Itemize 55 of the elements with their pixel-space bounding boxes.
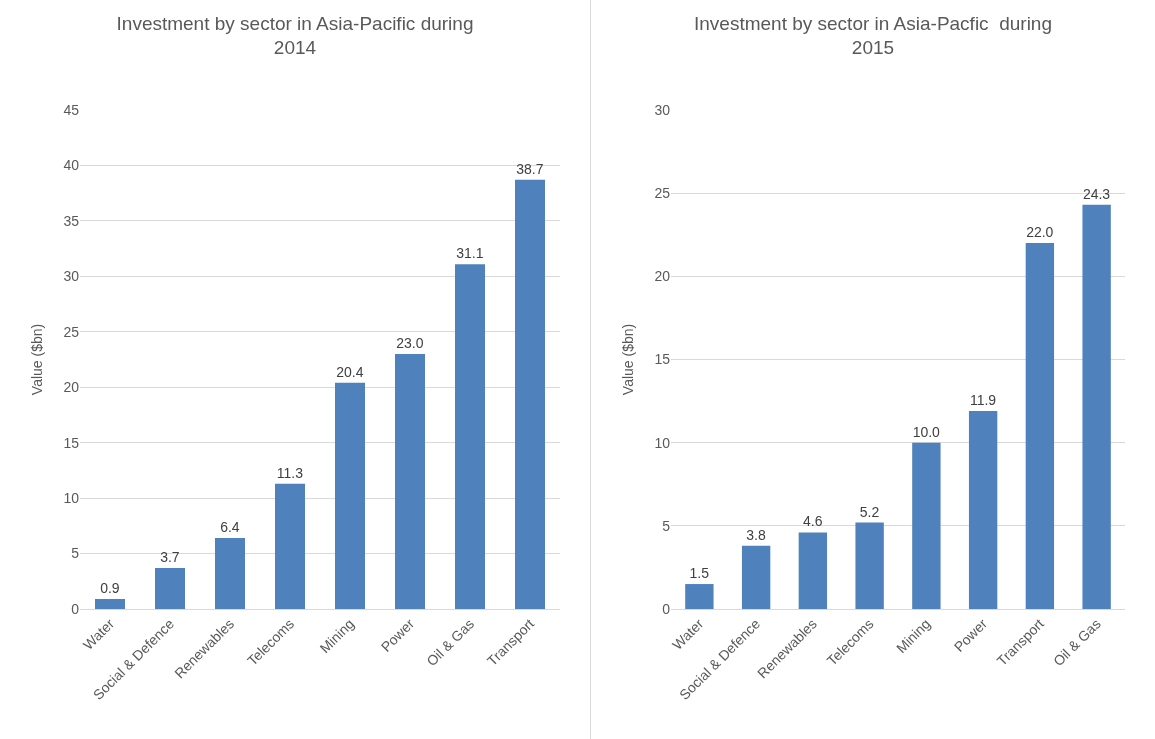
data-label: 11.3 [276,464,304,481]
bar [155,567,185,609]
bar [741,545,771,609]
data-label: 31.1 [456,245,484,262]
data-label: 24.3 [1082,185,1111,202]
bar [455,264,485,609]
bar [95,599,125,609]
data-label: 3.8 [746,526,766,543]
y-tick-label: 10 [654,434,671,451]
bar [798,532,828,609]
data-label: 38.7 [516,160,544,177]
data-label: 10.0 [912,423,941,440]
data-label: 22.0 [1026,224,1054,241]
bar [1082,204,1111,609]
y-tick-label: 30 [654,101,671,118]
y-tick-label: 45 [63,101,80,118]
y-tick-label: 0 [662,600,671,617]
y-tick-label: 5 [71,545,80,562]
chart-title: Investment by sector in Asia-Pacfic during 2015 [694,12,1052,59]
y-tick-label: 30 [63,268,80,285]
y-tick-label: 5 [662,517,671,534]
x-tick-label: Oil & Gas [423,615,478,670]
bar [912,442,941,609]
data-label: 3.7 [160,548,180,565]
y-tick-label: 15 [654,351,671,368]
y-tick-label: 10 [63,490,80,507]
data-label: 0.9 [100,580,120,597]
y-tick-label: 0 [71,600,80,617]
data-label: 11.9 [969,392,997,409]
y-tick-label: 15 [63,434,80,451]
y-tick-label: 40 [63,157,80,174]
bar [685,584,714,609]
y-axis-title: Value ($bn) [620,323,636,396]
bar [275,483,305,609]
bar [855,522,884,609]
data-label: 20.4 [336,363,364,380]
data-label: 1.5 [689,565,710,582]
y-tick-label: 25 [654,185,671,202]
y-tick-label: 20 [654,268,671,285]
bar [215,538,245,609]
y-tick-label: 25 [63,323,80,340]
bar [515,179,545,609]
bar [335,382,365,609]
y-tick-label: 35 [63,212,80,229]
x-tick-label: Oil & Gas [1050,615,1104,670]
y-tick-label: 20 [63,379,80,396]
y-axis-title: Value ($bn) [29,323,45,396]
data-label: 6.4 [220,519,240,536]
bar [1025,243,1055,609]
bar [968,411,998,609]
bar [395,353,425,609]
data-label: 23.0 [396,334,424,351]
chart-title: Investment by sector in Asia-Pacific during 2014 [116,12,474,59]
data-label: 4.6 [803,513,823,530]
data-label: 5.2 [859,503,880,520]
